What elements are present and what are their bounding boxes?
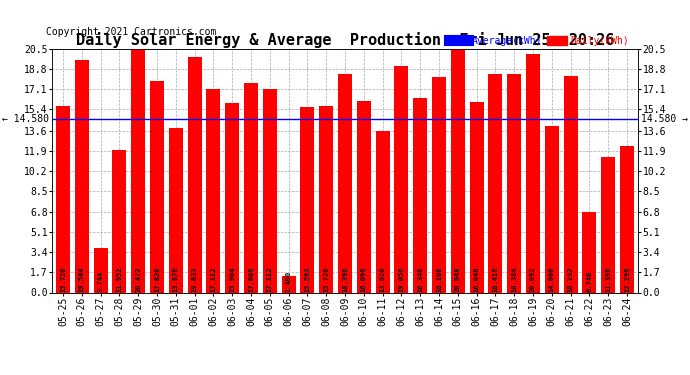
Bar — [375, 130, 390, 292]
Bar — [526, 54, 540, 292]
Text: 14.580 →: 14.580 → — [641, 114, 688, 124]
Text: 12.296: 12.296 — [624, 266, 630, 292]
Text: 14.000: 14.000 — [549, 266, 555, 292]
Bar — [582, 212, 596, 292]
Text: 18.396: 18.396 — [342, 266, 348, 292]
Bar — [56, 106, 70, 292]
Bar — [282, 276, 295, 292]
Text: 11.396: 11.396 — [605, 266, 611, 292]
Text: 3.744: 3.744 — [97, 271, 104, 292]
Text: 17.606: 17.606 — [248, 266, 254, 292]
Title: Daily Solar Energy & Average  Production  Fri Jun 25  20:26: Daily Solar Energy & Average Production … — [76, 32, 614, 48]
Bar — [225, 104, 239, 292]
Bar — [206, 89, 221, 292]
Bar — [112, 150, 126, 292]
Text: 16.340: 16.340 — [417, 266, 423, 292]
Text: 20.472: 20.472 — [135, 266, 141, 292]
Bar — [188, 57, 201, 292]
Text: 13.876: 13.876 — [172, 266, 179, 292]
Text: 18.192: 18.192 — [568, 266, 573, 292]
Text: 19.056: 19.056 — [398, 266, 404, 292]
Bar — [395, 66, 408, 292]
Bar — [601, 157, 615, 292]
Bar — [357, 101, 371, 292]
Text: 18.416: 18.416 — [493, 266, 498, 292]
Bar — [620, 146, 634, 292]
Bar — [319, 106, 333, 292]
Bar — [338, 74, 352, 292]
Bar — [300, 107, 315, 292]
Legend: Average(kWh), Daily(kWh): Average(kWh), Daily(kWh) — [445, 32, 633, 50]
Text: 16.048: 16.048 — [473, 266, 480, 292]
Text: 11.952: 11.952 — [117, 266, 122, 292]
Text: 16.096: 16.096 — [361, 266, 367, 292]
Bar — [94, 248, 108, 292]
Bar — [451, 44, 465, 292]
Bar — [131, 49, 146, 292]
Text: 15.904: 15.904 — [229, 266, 235, 292]
Text: 20.948: 20.948 — [455, 266, 461, 292]
Bar — [564, 76, 578, 292]
Text: 18.100: 18.100 — [436, 266, 442, 292]
Bar — [150, 81, 164, 292]
Bar — [263, 89, 277, 292]
Text: 15.720: 15.720 — [60, 266, 66, 292]
Bar — [169, 128, 183, 292]
Bar — [432, 77, 446, 292]
Text: 15.720: 15.720 — [323, 266, 329, 292]
Text: Copyright 2021 Cartronics.com: Copyright 2021 Cartronics.com — [46, 27, 216, 37]
Text: 17.820: 17.820 — [154, 266, 160, 292]
Text: 13.620: 13.620 — [380, 266, 386, 292]
Text: 15.593: 15.593 — [304, 266, 310, 292]
Bar — [469, 102, 484, 292]
Text: 20.092: 20.092 — [530, 266, 536, 292]
Text: 1.400: 1.400 — [286, 271, 292, 292]
Bar — [489, 74, 502, 292]
Bar — [544, 126, 559, 292]
Bar — [75, 60, 89, 292]
Bar — [244, 83, 258, 292]
Text: ← 14.580: ← 14.580 — [2, 114, 49, 124]
Text: 17.112: 17.112 — [267, 266, 273, 292]
Text: 18.384: 18.384 — [511, 266, 518, 292]
Bar — [507, 74, 521, 292]
Text: 17.112: 17.112 — [210, 266, 217, 292]
Text: 19.584: 19.584 — [79, 266, 85, 292]
Text: 19.833: 19.833 — [192, 266, 197, 292]
Text: 6.748: 6.748 — [586, 271, 593, 292]
Bar — [413, 98, 427, 292]
